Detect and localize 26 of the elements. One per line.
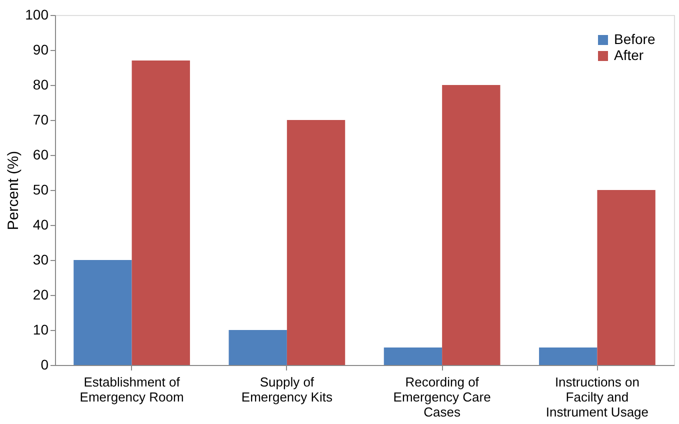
y-tick-label: 40 [32,216,49,232]
y-tick-label: 50 [32,182,49,198]
x-tick-label: Recording of Emergency Care Cases [393,374,491,420]
x-tick-label: Establishment of Emergency Room [80,374,184,404]
y-tick-label: 80 [32,76,49,92]
bar [74,260,132,365]
legend-label: Before [614,31,656,47]
y-tick-label: 10 [32,322,49,338]
bar [597,190,656,365]
x-tick-label: Supply of Emergency Kits [241,374,333,404]
y-tick-label: 90 [32,42,49,58]
bar [442,85,500,365]
legend-label: After [614,47,644,63]
y-tick-label: 0 [40,356,49,372]
bar [228,330,287,365]
x-tick-label: Instructions on Facilty and Instrument Usage [546,374,649,420]
y-tick-label: 60 [32,146,49,162]
y-tick-label: 30 [32,252,49,268]
bar [132,60,190,365]
y-tick-label: 70 [32,112,49,128]
bar [384,348,442,365]
bar [286,120,346,365]
y-tick-label: 100 [25,6,49,22]
bar [539,348,598,365]
y-axis-title: Percent (%) [5,150,22,230]
y-tick-label: 20 [32,286,49,302]
